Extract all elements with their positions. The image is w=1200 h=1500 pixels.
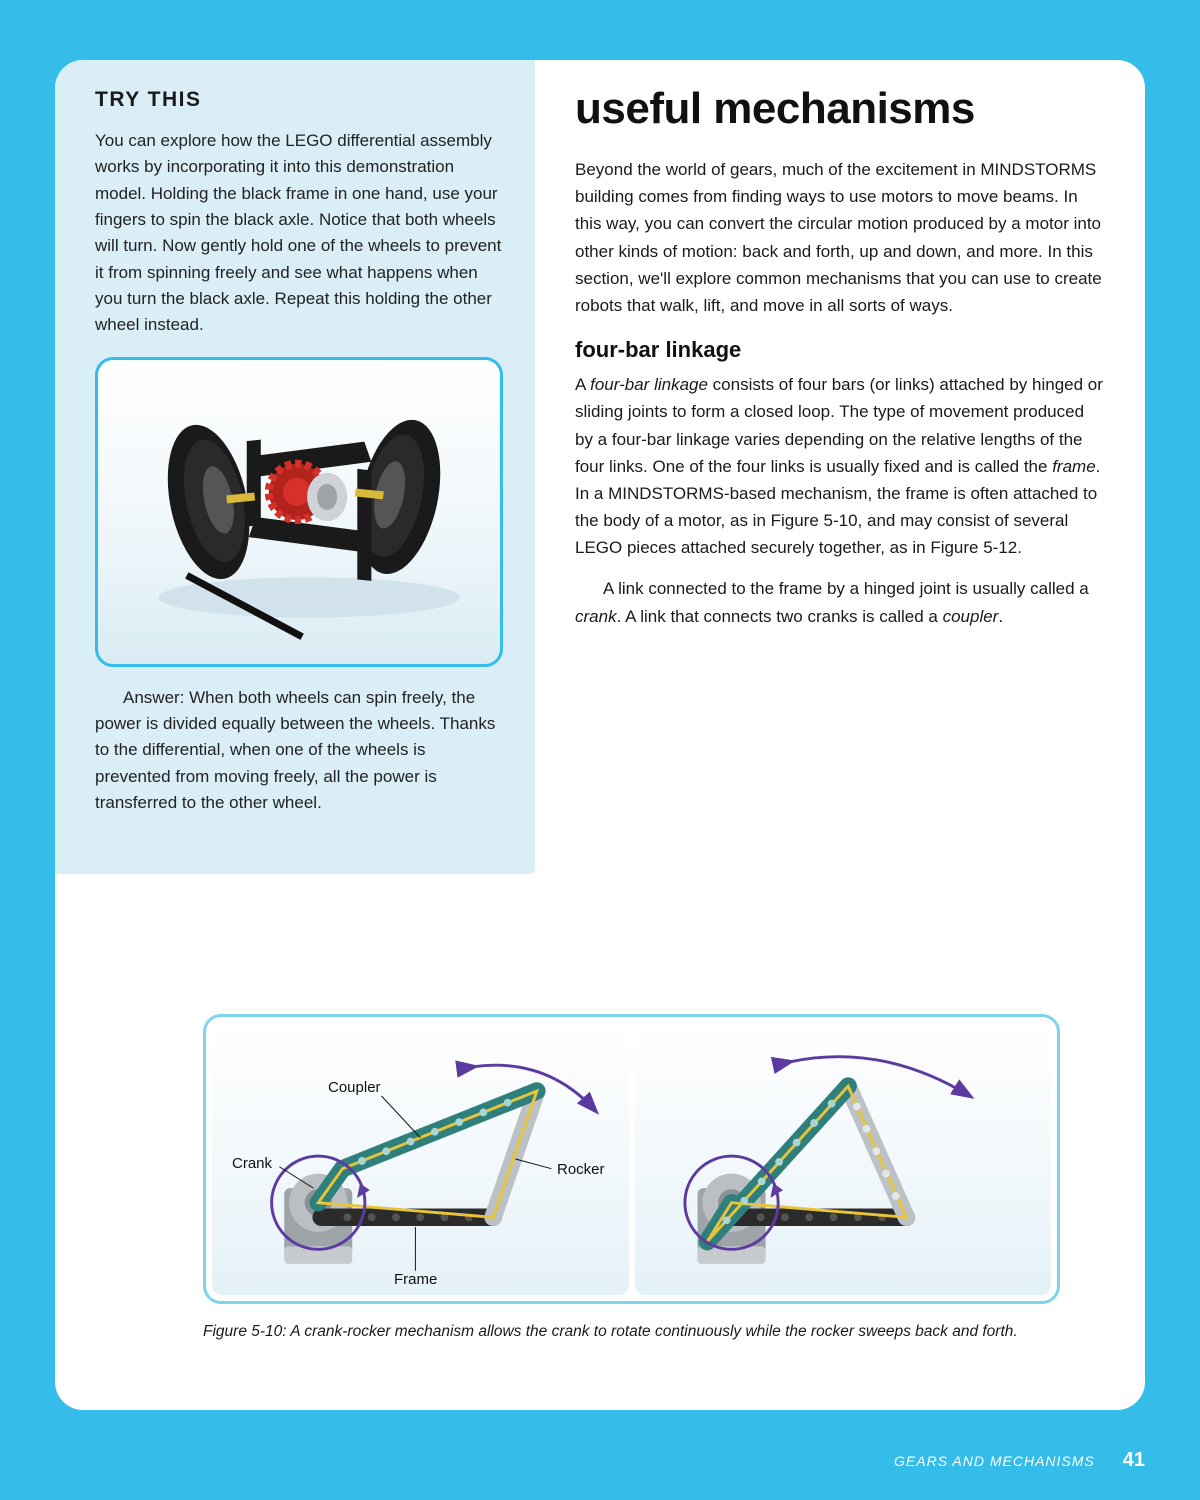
figure-frame: Coupler Crank Rocker Frame: [203, 1014, 1060, 1304]
differential-svg: [98, 360, 500, 664]
crank-rocker-right-svg: [635, 1023, 1052, 1295]
try-this-sidebar: TRY THIS You can explore how the LEGO di…: [55, 60, 535, 874]
sidebar-answer: Answer: When both wheels can spin freely…: [95, 685, 503, 817]
section-heading: four-bar linkage: [575, 337, 1105, 363]
label-frame: Frame: [394, 1271, 437, 1288]
two-column-layout: TRY THIS You can explore how the LEGO di…: [55, 60, 1145, 874]
intro-paragraph: Beyond the world of gears, much of the e…: [575, 156, 1105, 319]
sidebar-heading: TRY THIS: [95, 88, 503, 112]
page-number: 41: [1123, 1449, 1145, 1472]
figure-5-10: Coupler Crank Rocker Frame: [203, 1014, 1060, 1344]
label-crank: Crank: [232, 1155, 272, 1172]
label-rocker: Rocker: [557, 1161, 605, 1178]
linkage-p1: A four-bar linkage consists of four bars…: [575, 371, 1105, 561]
sidebar-intro: You can explore how the LEGO differentia…: [95, 128, 503, 339]
page-title: useful mechanisms: [575, 84, 1105, 134]
chapter-name: GEARS AND MECHANISMS: [894, 1453, 1095, 1469]
main-column: useful mechanisms Beyond the world of ge…: [575, 60, 1105, 874]
figure-panel-left: Coupler Crank Rocker Frame: [212, 1023, 629, 1295]
page-card: TRY THIS You can explore how the LEGO di…: [55, 60, 1145, 1410]
figure-panel-right: [635, 1023, 1052, 1295]
linkage-p2: A link connected to the frame by a hinge…: [575, 575, 1105, 629]
figure-caption: Figure 5-10: A crank-rocker mechanism al…: [203, 1320, 1060, 1344]
page-footer: GEARS AND MECHANISMS 41: [894, 1449, 1145, 1472]
label-coupler: Coupler: [328, 1079, 381, 1096]
crank-rocker-left-svg: [212, 1023, 629, 1295]
differential-illustration: [95, 357, 503, 667]
